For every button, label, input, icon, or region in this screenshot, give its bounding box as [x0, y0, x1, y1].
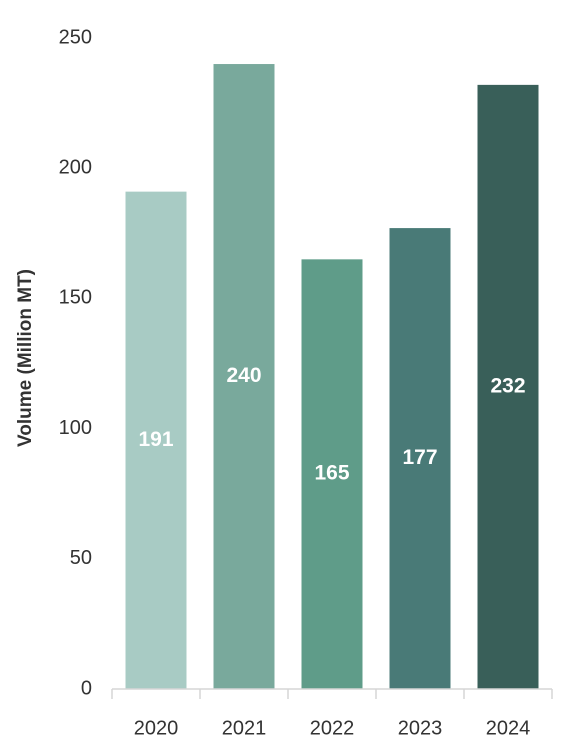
x-tick-label: 2020	[134, 717, 179, 739]
x-axis: 2020 2021 2022 2023 2024	[111, 688, 553, 739]
data-label-2022: 165	[314, 462, 349, 485]
data-label-2023: 177	[402, 446, 437, 469]
x-tick-label: 2022	[310, 717, 355, 739]
data-label-2024: 232	[490, 374, 525, 397]
data-label-2020: 191	[138, 428, 173, 451]
bar-2020	[125, 191, 187, 690]
y-tick-label: 50	[70, 547, 92, 569]
x-tick-label: 2024	[486, 717, 531, 739]
x-tick-label: 2023	[398, 717, 443, 739]
x-tick-label: 2021	[222, 717, 267, 739]
y-tick-label: 100	[59, 417, 92, 439]
y-axis-title: Volume (Million MT)	[15, 269, 36, 447]
y-tick-label: 150	[59, 287, 92, 309]
bars	[125, 64, 539, 690]
bar-2023	[389, 228, 451, 690]
y-tick-label: 200	[59, 156, 92, 178]
bar-2021	[213, 64, 275, 690]
y-tick-label: 250	[59, 26, 92, 48]
bar-2022	[301, 259, 363, 689]
data-labels: 191 240 165 177 232	[138, 364, 525, 485]
data-label-2021: 240	[226, 364, 261, 387]
y-axis-ticks: 0 50 100 150 200 250	[59, 26, 92, 699]
bar-2024	[477, 84, 539, 689]
y-tick-label: 0	[81, 677, 92, 699]
